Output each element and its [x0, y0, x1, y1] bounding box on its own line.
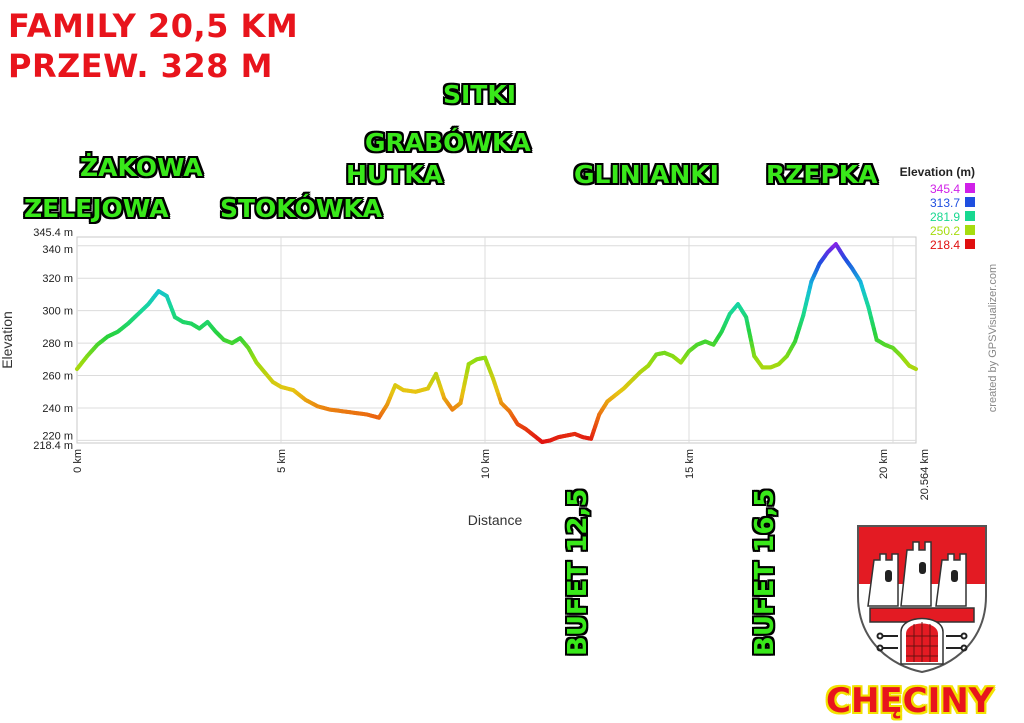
title-elevation-gain: PRZEW. 328 M	[8, 47, 273, 85]
gridlines	[77, 237, 916, 443]
x-axis-ticks: 0 km 5 km 10 km 15 km 20 km 20.564 km	[72, 449, 931, 500]
legend-swatch	[965, 225, 975, 235]
x-tick-label: 5 km	[276, 449, 288, 473]
label-hutka: HUTKA	[346, 160, 443, 189]
town-name: CHĘCINY	[826, 681, 994, 721]
y-tick-label: 220 m	[42, 430, 73, 442]
legend-swatch	[965, 183, 975, 193]
bufet-12-5-label: BUFET 12,5	[563, 488, 593, 656]
label-glinianki: GLINIANKI	[574, 160, 719, 189]
legend-value: 313.7	[930, 196, 960, 210]
y-tick-label: 320 m	[42, 273, 73, 285]
y-tick-label: 300 m	[42, 306, 73, 318]
label-rzepka: RZEPKA	[766, 160, 878, 189]
x-tick-label: 20 km	[878, 449, 890, 479]
title-distance: FAMILY 20,5 KM	[8, 7, 299, 45]
x-axis-label: Distance	[468, 512, 523, 528]
x-tick-label: 10 km	[480, 449, 492, 479]
legend-value: 345.4	[930, 182, 960, 196]
legend-value: 281.9	[930, 210, 960, 224]
profile-segment	[912, 366, 918, 372]
portcullis-grid	[906, 622, 938, 662]
castle-towers	[867, 541, 967, 607]
wall	[869, 607, 975, 623]
y-tick-label: 280 m	[42, 338, 73, 350]
label-stokowka: STOKÓWKA	[220, 194, 383, 223]
legend-value: 218.4	[930, 238, 960, 252]
legend-value: 250.2	[930, 224, 960, 238]
label-zelejowa: ZELEJOWA	[24, 194, 169, 223]
plot-area	[76, 236, 917, 444]
credit-text: created by GPSVisualizer.com	[987, 264, 999, 412]
x-tick-label: 0 km	[72, 449, 84, 473]
y-tick-label: 340 m	[42, 244, 73, 256]
label-sitki: SITKI	[443, 80, 517, 109]
y-tick-label: 218.4 m	[33, 440, 73, 452]
legend-swatch	[965, 211, 975, 221]
elevation-profile-line	[75, 242, 918, 445]
y-axis-label: Elevation	[0, 311, 15, 369]
legend-title: Elevation (m)	[900, 165, 975, 179]
label-grabowka: GRABÓWKA	[365, 128, 531, 157]
y-axis-ticks: 345.4 m 340 m 320 m 300 m 280 m 260 m 240 m 220…	[33, 227, 73, 452]
y-tick-label: 345.4 m	[33, 227, 73, 239]
keys-left	[876, 632, 898, 652]
checiny-coat-of-arms	[857, 525, 987, 674]
tower-windows	[885, 562, 958, 582]
y-tick-label: 240 m	[42, 403, 73, 415]
x-tick-label: 15 km	[684, 449, 696, 479]
bufet-16-5-label: BUFET 16,5	[750, 488, 780, 656]
keys-right	[946, 632, 968, 652]
legend-swatch	[965, 239, 975, 249]
y-tick-label: 260 m	[42, 371, 73, 383]
legend-swatch	[965, 197, 975, 207]
label-zakowa: ŻAKOWA	[80, 153, 203, 182]
x-tick-label: 20.564 km	[919, 449, 931, 500]
plot-frame	[76, 236, 917, 444]
